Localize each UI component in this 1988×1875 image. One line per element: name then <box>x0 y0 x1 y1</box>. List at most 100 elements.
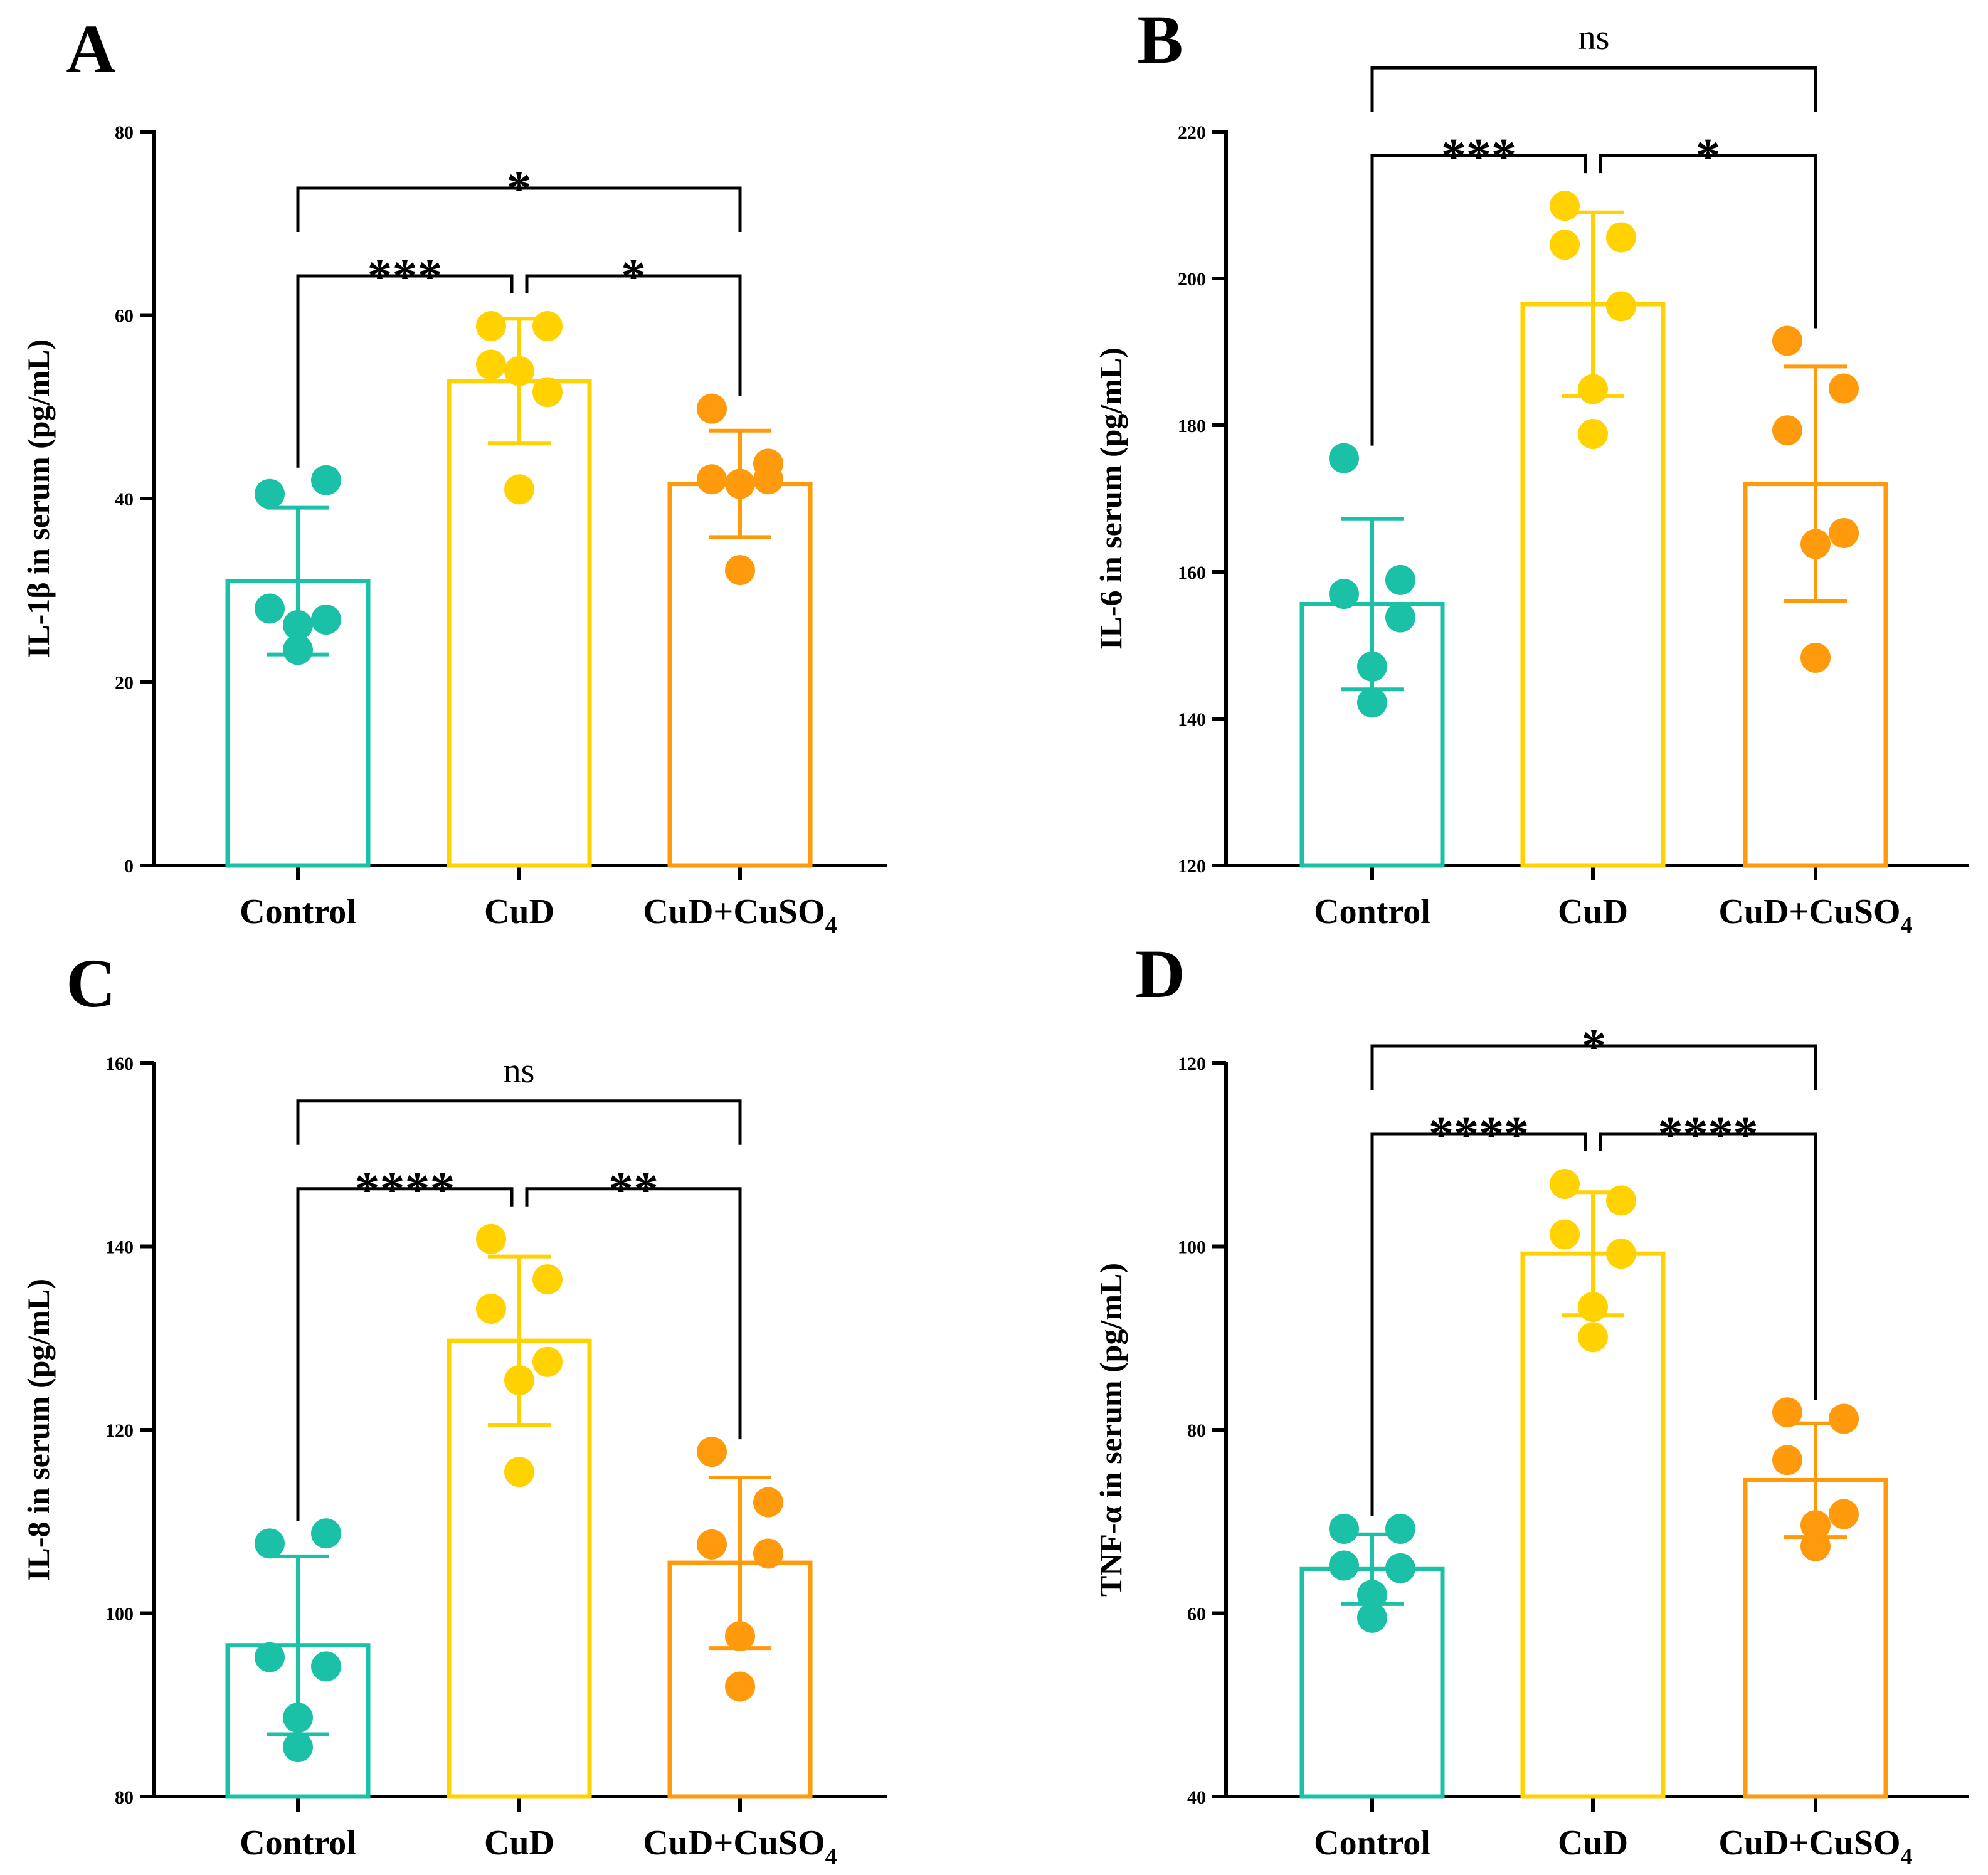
panel-c-x-label-control: Control <box>240 1824 356 1862</box>
panel-b: B 120 140 160 180 200 220 IL-6 in serum (pg/mL)… <box>1093 1 1969 939</box>
panel-b-point-cud <box>1550 230 1580 260</box>
panel-b-y-tick-label: 160 <box>1178 562 1206 583</box>
panel-d-point-control <box>1385 1513 1415 1544</box>
panel-c-point-control <box>283 1703 313 1733</box>
panel-c-sig-bracket <box>296 1187 514 1521</box>
panel-c-sig-label: ** <box>608 1163 658 1218</box>
panel-b-point-cud-cuso4 <box>1772 415 1802 446</box>
panel-c-y-tick-label: 80 <box>115 1787 134 1808</box>
panel-a-point-cud <box>504 356 534 386</box>
panel-b-x-label-subscript: 4 <box>1901 912 1913 939</box>
panel-c-point-cud <box>504 1365 534 1396</box>
panel-a-bar-cud <box>447 379 592 868</box>
panel-b-point-control <box>1357 651 1387 682</box>
panel-b-y-axis-title: IL-6 in serum (pg/mL) <box>1093 347 1128 650</box>
panel-a-point-cud <box>532 377 563 408</box>
panel-b-point-control <box>1357 687 1387 718</box>
panel-b-sig-bracket <box>1370 66 1817 112</box>
panel-a-y-tick-label: 60 <box>115 306 134 327</box>
panel-c-point-cud <box>476 1223 506 1254</box>
panel-a-point-control <box>283 610 313 640</box>
panel-d-y-tick-label: 100 <box>1178 1237 1206 1258</box>
panel-b-x-label-cud: CuD <box>1558 892 1628 931</box>
panel-b-sig-label: * <box>1696 129 1721 184</box>
panel-a-point-cud <box>476 349 506 380</box>
panel-a-point-cud-cuso4 <box>753 464 783 495</box>
panel-c-point-control <box>283 1732 313 1763</box>
panel-b-point-cud-cuso4 <box>1800 642 1831 673</box>
panel-c-point-cud <box>476 1293 506 1324</box>
panel-a-point-control <box>311 465 341 495</box>
panel-d-point-control <box>1357 1580 1387 1610</box>
panel-a-y-tick-label: 40 <box>115 489 134 510</box>
panel-b-x-label-cud-cuso4: CuD+CuSO4 <box>1718 892 1912 939</box>
panel-d-point-cud <box>1606 1239 1636 1269</box>
panel-b-point-cud-cuso4 <box>1829 373 1859 404</box>
panel-d-point-cud-cuso4 <box>1800 1531 1831 1561</box>
panel-d-point-cud <box>1550 1169 1580 1200</box>
panel-a-sig-label: * <box>507 162 532 217</box>
panel-c-point-control <box>311 1651 341 1682</box>
panel-c-sig-bracket <box>525 1187 742 1440</box>
panel-a-point-cud <box>504 474 534 505</box>
panel-c-y-tick-label: 140 <box>105 1237 134 1258</box>
panel-d-y-tick-label: 80 <box>1187 1420 1206 1441</box>
panel-c-point-control <box>311 1518 341 1549</box>
panel-c-x-label-cud: CuD <box>484 1824 554 1862</box>
panel-a-point-cud <box>476 311 506 342</box>
panel-d-x-label-control: Control <box>1314 1824 1430 1862</box>
panel-d-point-cud <box>1550 1219 1580 1250</box>
panel-a-x-label-subscript: 4 <box>825 912 837 939</box>
panel-a-point-cud-cuso4 <box>697 393 727 424</box>
panel-b-point-cud <box>1606 222 1636 253</box>
panel-d-y-tick-label: 60 <box>1187 1604 1206 1625</box>
panel-c-point-control <box>255 1642 285 1672</box>
panel-d-x-label-cud: CuD <box>1558 1824 1628 1862</box>
panel-d-point-cud-cuso4 <box>1829 1403 1859 1434</box>
panel-b-point-cud <box>1606 291 1636 322</box>
panel-c-sig-bracket <box>296 1099 742 1145</box>
panel-b-sig-bracket <box>1599 154 1817 329</box>
panel-c-point-cud-cuso4 <box>725 1621 755 1652</box>
panel-a-y-axis-title: IL-1β in serum (pg/mL) <box>21 339 56 658</box>
panel-c-sig-label: ns <box>504 1052 535 1091</box>
panel-d-y-tick-label: 40 <box>1187 1787 1206 1808</box>
panel-b-x-label-control: Control <box>1314 892 1430 931</box>
panel-d-point-cud <box>1578 1292 1608 1323</box>
panel-c: C 80 100 120 140 160 IL-8 in serum (pg/mL) Cont… <box>21 945 887 1870</box>
panel-c-point-cud-cuso4 <box>697 1437 727 1467</box>
panel-a-y-tick-label: 0 <box>124 856 134 877</box>
panel-c-y-axis-title: IL-8 in serum (pg/mL) <box>21 1279 56 1581</box>
panel-d-point-control <box>1357 1602 1387 1633</box>
panel-b-sig-label: ns <box>1578 18 1610 57</box>
panel-c-point-cud-cuso4 <box>753 1487 783 1518</box>
panel-c-point-cud <box>504 1457 534 1487</box>
panel-c-point-cud-cuso4 <box>697 1529 727 1560</box>
panel-b-point-cud <box>1578 374 1608 404</box>
panel-b-y-tick-label: 140 <box>1178 709 1206 730</box>
panel-b-sig-label: *** <box>1441 129 1516 184</box>
panel-b-y-tick-label: 120 <box>1178 856 1206 877</box>
panel-a-point-cud-cuso4 <box>725 555 755 586</box>
panel-a-sig-label: * <box>621 250 646 305</box>
panel-d-x-label-subscript: 4 <box>1901 1844 1913 1870</box>
panel-c-point-cud-cuso4 <box>753 1538 783 1569</box>
panel-c-sig-label: **** <box>355 1163 455 1218</box>
panel-a-sig-label: *** <box>367 250 443 305</box>
panel-b-y-tick-label: 200 <box>1178 269 1206 290</box>
panel-d-point-cud-cuso4 <box>1772 1397 1802 1428</box>
panel-a-point-cud-cuso4 <box>725 468 755 499</box>
panel-a-letter: A <box>66 11 115 87</box>
panel-b-point-cud <box>1550 191 1580 221</box>
panel-d-point-cud <box>1606 1185 1636 1216</box>
panel-d-point-cud-cuso4 <box>1772 1445 1802 1476</box>
panel-d-y-tick-label: 120 <box>1178 1054 1206 1074</box>
panel-d-point-cud-cuso4 <box>1829 1499 1859 1529</box>
panel-d: D 40 60 80 100 120 TNF-α in serum (pg/mL) Contr… <box>1093 936 1969 1870</box>
panel-a-point-cud-cuso4 <box>697 464 727 495</box>
panel-d-point-cud <box>1578 1322 1608 1353</box>
panel-b-point-control <box>1329 579 1359 610</box>
panel-c-letter: C <box>66 945 115 1022</box>
panel-d-sig-label: **** <box>1658 1107 1758 1163</box>
